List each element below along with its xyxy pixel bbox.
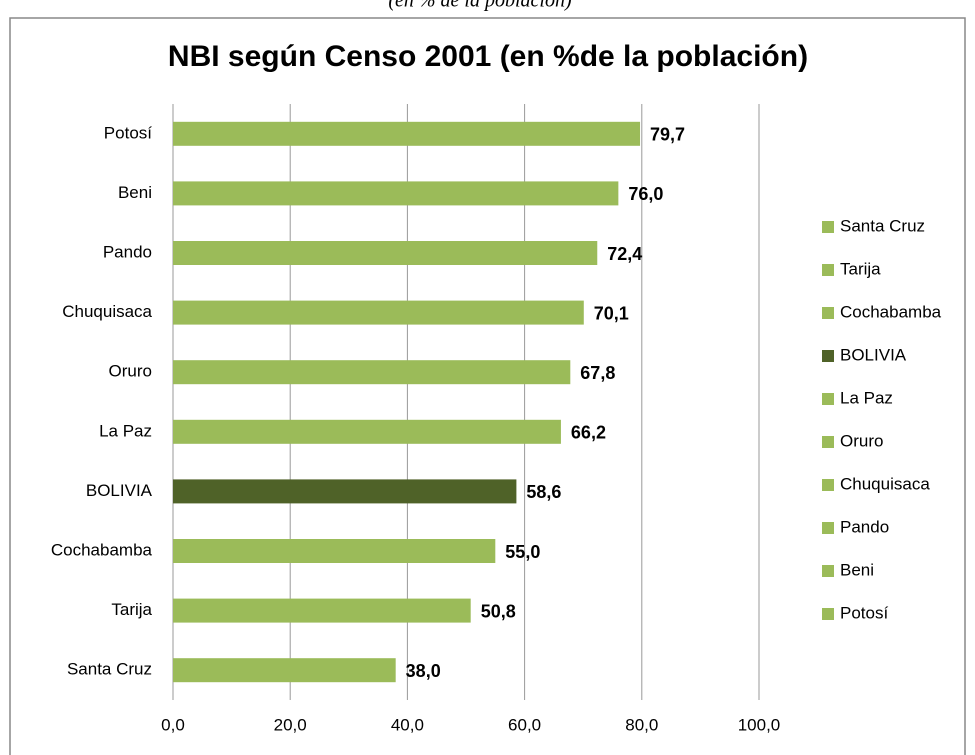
- value-label: 66,2: [571, 423, 606, 443]
- x-tick-label: 100,0: [738, 715, 781, 734]
- legend-label: Tarija: [840, 259, 881, 278]
- chart-title: NBI según Censo 2001 (en %de la població…: [168, 40, 808, 73]
- legend-label: Chuquisaca: [840, 474, 930, 493]
- value-label: 79,7: [650, 125, 685, 145]
- bar: [173, 598, 471, 623]
- y-tick-label: BOLIVIA: [86, 481, 153, 500]
- value-label: 58,6: [526, 482, 561, 502]
- bar: [173, 121, 641, 146]
- y-tick-label: Santa Cruz: [67, 660, 152, 679]
- legend-label: Santa Cruz: [840, 216, 925, 235]
- legend-swatch: [822, 393, 834, 405]
- value-label: 55,0: [505, 542, 540, 562]
- y-tick-label: La Paz: [99, 421, 152, 440]
- legend-label: Potosí: [840, 603, 888, 622]
- y-tick-label: Beni: [118, 183, 152, 202]
- legend-swatch: [822, 221, 834, 233]
- y-tick-label: Pando: [103, 242, 152, 261]
- x-tick-label: 40,0: [391, 715, 424, 734]
- y-tick-label: Tarija: [111, 600, 152, 619]
- legend-swatch: [822, 565, 834, 577]
- value-label: 67,8: [580, 363, 615, 383]
- bar: [173, 658, 396, 683]
- legend-swatch: [822, 608, 834, 620]
- bar: [173, 479, 517, 504]
- x-tick-label: 60,0: [508, 715, 541, 734]
- legend-label: Oruro: [840, 431, 883, 450]
- legend-swatch: [822, 522, 834, 534]
- bar: [173, 241, 598, 265]
- legend-swatch: [822, 479, 834, 491]
- value-label: 72,4: [607, 244, 642, 264]
- y-tick-label: Oruro: [109, 362, 152, 381]
- y-tick-label: Potosí: [104, 123, 152, 142]
- legend-label: Cochabamba: [840, 302, 942, 321]
- x-tick-label: 0,0: [161, 715, 185, 734]
- legend-label: BOLIVIA: [840, 345, 907, 364]
- value-label: 76,0: [628, 184, 663, 204]
- subtitle: (en % de la población): [388, 0, 572, 12]
- x-tick-label: 20,0: [274, 715, 307, 734]
- y-tick-label: Cochabamba: [51, 540, 153, 559]
- legend-label: La Paz: [840, 388, 893, 407]
- legend-label: Pando: [840, 517, 889, 536]
- legend-swatch: [822, 350, 834, 362]
- value-label: 70,1: [594, 303, 629, 323]
- bar: [173, 300, 584, 325]
- bar: [173, 419, 561, 444]
- legend-label: Beni: [840, 560, 874, 579]
- bar: [173, 181, 619, 206]
- value-label: 50,8: [481, 601, 516, 621]
- legend-swatch: [822, 264, 834, 276]
- y-tick-label: Chuquisaca: [62, 302, 152, 321]
- legend-swatch: [822, 307, 834, 319]
- value-label: 38,0: [406, 661, 441, 681]
- x-tick-label: 80,0: [625, 715, 658, 734]
- bar: [173, 360, 571, 385]
- bar: [173, 539, 496, 563]
- legend-swatch: [822, 436, 834, 448]
